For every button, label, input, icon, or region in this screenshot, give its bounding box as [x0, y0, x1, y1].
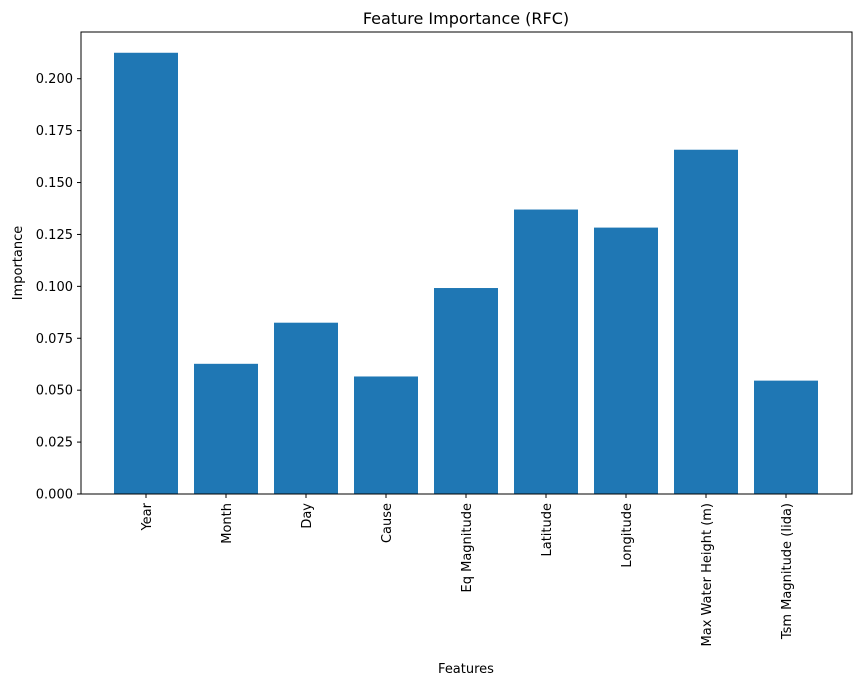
- x-tick-label: Month: [220, 503, 235, 544]
- bar: [434, 288, 498, 494]
- plot-frame: [80, 31, 853, 495]
- y-tick-label: 0.100: [36, 280, 73, 295]
- bar: [354, 376, 418, 494]
- x-axis-label: Features: [438, 662, 494, 677]
- bar: [114, 52, 178, 495]
- x-tick-label: Latitude: [540, 503, 555, 557]
- y-axis-label: Importance: [11, 226, 26, 301]
- y-tick-label: 0.075: [36, 332, 73, 347]
- bar: [754, 380, 818, 494]
- x-tick-label: Day: [300, 503, 315, 529]
- y-tick-label: 0.125: [36, 228, 73, 243]
- bars-group: [114, 52, 818, 495]
- bar: [594, 227, 658, 495]
- x-tick-label: Tsm Magnitude (Iida): [780, 503, 795, 640]
- x-tick-label: Longitude: [620, 503, 635, 568]
- x-tick-label: Eq Magnitude: [460, 503, 475, 592]
- y-axis-ticks: 0.000 0.025 0.050 0.075 0.100 0.125 0.150 0.175…: [36, 72, 81, 503]
- y-tick-label: 0.025: [36, 436, 73, 451]
- bar: [514, 209, 578, 494]
- y-tick-label: 0.150: [36, 176, 73, 191]
- bar: [274, 322, 338, 494]
- y-tick-label: 0.000: [36, 488, 73, 503]
- x-tick-label: Max Water Height (m): [700, 503, 715, 646]
- y-tick-label: 0.175: [36, 124, 73, 139]
- y-tick-label: 0.200: [36, 72, 73, 87]
- bar: [674, 149, 738, 495]
- y-tick-label: 0.050: [36, 384, 73, 399]
- chart-title: Feature Importance (RFC): [363, 9, 569, 28]
- x-axis-ticks: Year Month Day Cause Eq Magnitude Latitude Lon…: [140, 494, 795, 646]
- x-tick-label: Cause: [380, 503, 395, 543]
- x-tick-label: Year: [140, 502, 155, 531]
- bar: [194, 363, 258, 494]
